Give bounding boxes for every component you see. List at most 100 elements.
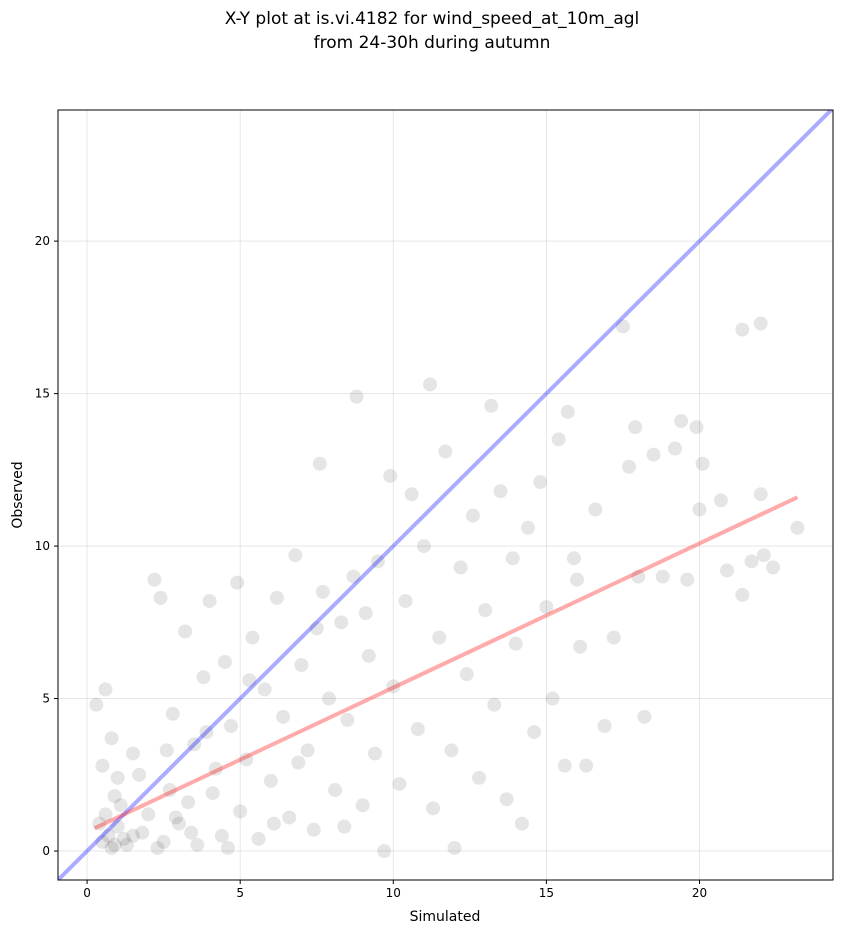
scatter-point: [147, 572, 162, 587]
scatter-point: [765, 560, 780, 575]
scatter-point: [196, 670, 211, 685]
scatter-point: [242, 673, 257, 688]
scatter-point: [416, 539, 431, 554]
scatter-point: [165, 706, 180, 721]
scatter-point: [720, 563, 735, 578]
scatter-point: [110, 770, 125, 785]
scatter-point: [588, 502, 603, 517]
scatter-point: [426, 801, 441, 816]
scatter-point: [615, 319, 630, 334]
scatter-point: [337, 819, 352, 834]
scatter-point: [349, 389, 364, 404]
y-tick-label: 0: [42, 844, 50, 858]
scatter-point: [162, 783, 177, 798]
scatter-point: [505, 551, 520, 566]
scatter-point: [159, 743, 174, 758]
scatter-point: [484, 398, 499, 413]
scatter-point: [119, 837, 134, 852]
scatter-point: [646, 447, 661, 462]
scatter-point: [92, 816, 107, 831]
scatter-point: [499, 792, 514, 807]
scatter-point: [465, 508, 480, 523]
scatter-point: [116, 831, 131, 846]
scatter-point: [628, 420, 643, 435]
scatter-point: [181, 795, 196, 810]
scatter-point: [104, 731, 119, 746]
scatter-point: [205, 786, 220, 801]
scatter-point: [358, 606, 373, 621]
scatter-point: [257, 682, 272, 697]
scatter-point: [655, 569, 670, 584]
x-tick-label: 15: [539, 886, 554, 900]
scatter-point: [89, 697, 104, 712]
scatter-point: [282, 810, 297, 825]
scatter-point: [355, 798, 370, 813]
scatter-point: [493, 484, 508, 499]
scatter-point: [269, 590, 284, 605]
scatter-point: [199, 725, 214, 740]
scatter-point: [622, 459, 637, 474]
chart-title: X-Y plot at is.vi.4182 for wind_speed_at…: [225, 9, 640, 29]
scatter-point: [514, 816, 529, 831]
scatter-point: [560, 404, 575, 419]
scatter-point: [377, 844, 392, 859]
scatter-point: [187, 737, 202, 752]
scatter-point: [597, 719, 612, 733]
scatter-point: [217, 654, 232, 669]
scatter-point: [104, 840, 119, 855]
scatter-point: [667, 441, 682, 456]
scatter-point: [398, 593, 413, 608]
scatter-point: [735, 587, 750, 602]
scatter-point: [178, 624, 193, 639]
scatter-point: [107, 789, 122, 804]
scatter-point: [680, 572, 695, 587]
scatter-point: [753, 316, 768, 331]
scatter-point: [95, 758, 110, 773]
x-tick-label: 10: [386, 886, 401, 900]
scatter-point: [487, 697, 502, 712]
scatter-point: [674, 414, 689, 429]
scatter-point: [190, 837, 205, 852]
scatter-point: [695, 456, 710, 471]
scatter-point: [224, 719, 239, 733]
plot-area: [58, 110, 833, 880]
scatter-point: [689, 420, 704, 435]
y-tick-label: 20: [35, 234, 50, 248]
x-tick-label: 20: [692, 886, 707, 900]
scatter-point: [539, 600, 554, 615]
x-axis-label: Simulated: [410, 909, 481, 925]
scatter-point: [570, 572, 585, 587]
scatter-point: [251, 831, 266, 846]
x-tick-label: 0: [83, 886, 91, 900]
scatter-point: [184, 825, 199, 840]
scatter-point: [291, 755, 306, 770]
scatter-point: [294, 658, 309, 673]
scatter-point: [150, 840, 165, 855]
scatter-point: [98, 807, 113, 822]
scatter-point: [315, 584, 330, 599]
scatter-point: [132, 767, 147, 782]
scatter-point: [113, 798, 128, 813]
scatter-point: [306, 822, 321, 837]
scatter-point: [753, 487, 768, 502]
scatter-point: [300, 743, 315, 758]
axes-frame: [57, 109, 834, 881]
ticks: 0 5 10 15 20 0 5 10 15 20: [35, 234, 707, 900]
scatter-point: [276, 709, 291, 724]
scatter-point: [404, 487, 419, 502]
y-tick-label: 10: [35, 539, 50, 553]
scatter-point: [713, 493, 728, 508]
scatter-point: [790, 520, 805, 535]
chart-subtitle: from 24-30h during autumn: [314, 33, 551, 53]
scatter-point: [321, 691, 336, 706]
scatter-point: [153, 590, 168, 605]
scatter-point: [220, 840, 235, 855]
scatter-point: [334, 615, 349, 630]
fit-line: [58, 110, 833, 880]
scatter-point: [95, 834, 110, 849]
scatter-point: [637, 709, 652, 724]
scatter-point: [126, 828, 141, 843]
scatter-point: [288, 548, 303, 563]
scatter-point: [521, 520, 536, 535]
